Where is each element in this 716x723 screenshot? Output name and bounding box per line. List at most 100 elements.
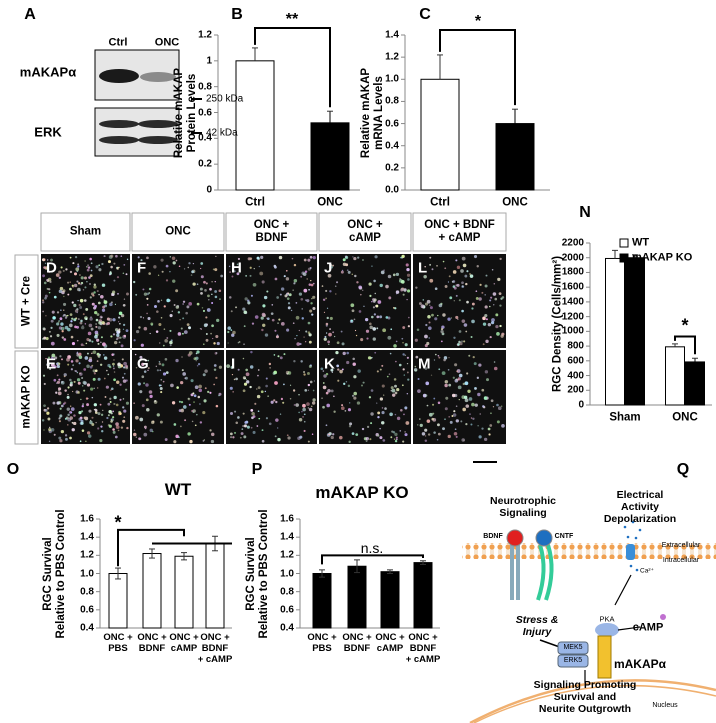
cell-speck bbox=[148, 272, 151, 275]
micrograph-letter: G bbox=[137, 355, 149, 373]
cell-speck bbox=[398, 363, 402, 367]
cell-speck bbox=[78, 417, 82, 421]
cell-speck bbox=[119, 412, 122, 415]
cell-speck bbox=[494, 297, 498, 301]
cell-speck bbox=[118, 266, 120, 269]
cell-speck bbox=[146, 312, 148, 315]
cell-speck bbox=[240, 432, 244, 436]
erk5-box bbox=[557, 654, 589, 668]
cell-speck bbox=[308, 288, 310, 291]
legend-swatch bbox=[619, 253, 629, 263]
cell-speck bbox=[458, 373, 463, 378]
cell-speck bbox=[48, 291, 51, 294]
cell-speck bbox=[251, 411, 255, 416]
cell-speck bbox=[260, 316, 264, 320]
cell-speck bbox=[426, 419, 431, 423]
diagram-label: Electrical Activity Depolarization bbox=[603, 488, 677, 526]
cell-speck bbox=[454, 378, 459, 383]
cell-speck bbox=[185, 311, 188, 315]
cell-speck bbox=[205, 282, 208, 285]
cell-speck bbox=[164, 339, 168, 343]
cell-speck bbox=[93, 291, 96, 294]
cell-speck bbox=[200, 291, 203, 295]
cell-speck bbox=[230, 411, 234, 415]
bar bbox=[347, 565, 367, 629]
cell-speck bbox=[145, 427, 147, 430]
cell-speck bbox=[261, 439, 265, 443]
cell-speck bbox=[393, 438, 396, 440]
cell-speck bbox=[212, 337, 214, 340]
cell-speck bbox=[276, 334, 279, 336]
cell-speck bbox=[350, 319, 353, 322]
cell-speck bbox=[276, 296, 280, 299]
cell-speck bbox=[227, 342, 229, 344]
x-tick-label: ONC + BDNF + cAMP bbox=[197, 632, 233, 665]
cell-speck bbox=[499, 257, 502, 261]
cell-speck bbox=[86, 431, 91, 435]
cell-speck bbox=[377, 434, 380, 437]
cell-speck bbox=[94, 304, 97, 308]
blot-band bbox=[138, 136, 178, 144]
cell-speck bbox=[300, 275, 303, 278]
cell-speck bbox=[406, 267, 410, 272]
cell-speck bbox=[141, 404, 145, 408]
y-tick-label: 1.0 bbox=[280, 567, 294, 579]
cell-speck bbox=[461, 319, 466, 323]
cell-speck bbox=[110, 412, 113, 415]
cell-speck bbox=[322, 382, 325, 384]
cell-speck bbox=[214, 280, 216, 283]
cell-speck bbox=[105, 385, 109, 389]
cell-speck bbox=[169, 256, 171, 258]
cell-speck bbox=[89, 365, 93, 369]
cell-speck bbox=[158, 360, 161, 363]
cell-speck bbox=[231, 275, 234, 278]
cell-speck bbox=[106, 416, 109, 420]
cell-speck bbox=[265, 417, 269, 420]
cell-speck bbox=[501, 424, 505, 428]
cell-speck bbox=[169, 329, 172, 332]
y-tick-label: 1.4 bbox=[80, 531, 94, 543]
cell-speck bbox=[325, 297, 327, 300]
cell-speck bbox=[59, 439, 63, 443]
cell-speck bbox=[72, 286, 74, 288]
cell-speck bbox=[103, 255, 106, 258]
cell-speck bbox=[307, 383, 311, 387]
cell-speck bbox=[76, 371, 79, 374]
cell-speck bbox=[66, 407, 70, 411]
cell-speck bbox=[490, 412, 492, 415]
cell-speck bbox=[184, 419, 187, 422]
cell-speck bbox=[213, 383, 215, 386]
cell-speck bbox=[92, 369, 96, 373]
cell-speck bbox=[96, 289, 99, 293]
cell-speck bbox=[328, 433, 330, 436]
diagram-label: Nucleus bbox=[652, 701, 678, 709]
cell-speck bbox=[464, 274, 468, 278]
cell-speck bbox=[78, 411, 82, 415]
cell-speck bbox=[63, 313, 66, 317]
cell-speck bbox=[159, 342, 161, 344]
cell-speck bbox=[118, 311, 123, 316]
cell-speck bbox=[49, 280, 52, 284]
cell-speck bbox=[420, 304, 425, 309]
header-box bbox=[412, 212, 507, 252]
cell-speck bbox=[188, 262, 191, 265]
cell-speck bbox=[424, 428, 428, 432]
cell-speck bbox=[493, 366, 498, 371]
cell-speck bbox=[50, 363, 55, 367]
cell-speck bbox=[82, 325, 84, 327]
cell-speck bbox=[250, 426, 253, 429]
cell-speck bbox=[198, 384, 202, 389]
cell-speck bbox=[497, 406, 502, 411]
cell-speck bbox=[143, 292, 148, 296]
cell-speck bbox=[162, 344, 165, 347]
cell-speck bbox=[394, 413, 397, 416]
cell-speck bbox=[119, 383, 122, 386]
cell-speck bbox=[472, 417, 475, 420]
cell-speck bbox=[194, 385, 199, 390]
cell-speck bbox=[406, 289, 411, 293]
calcium-ion bbox=[631, 520, 635, 524]
row-header-box bbox=[14, 254, 39, 349]
cell-speck bbox=[270, 400, 274, 404]
cell-speck bbox=[163, 305, 166, 308]
cell-speck bbox=[145, 398, 149, 402]
